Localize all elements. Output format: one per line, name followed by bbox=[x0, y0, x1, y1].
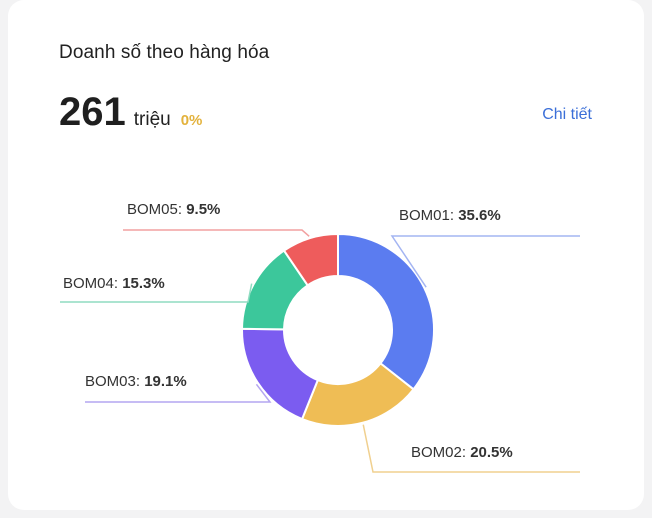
slice-label-category: BOM01: bbox=[399, 207, 458, 224]
slice-label-bom01: BOM01: 35.6% bbox=[399, 207, 501, 224]
slice-label-bom03: BOM03: 19.1% bbox=[85, 373, 187, 390]
slice-label-value: 9.5% bbox=[186, 201, 220, 218]
slice-label-value: 35.6% bbox=[458, 207, 501, 224]
slice-label-bom05: BOM05: 9.5% bbox=[127, 201, 220, 218]
slice-bom03[interactable] bbox=[241, 327, 320, 421]
slice-label-bom04: BOM04: 15.3% bbox=[63, 275, 165, 292]
slice-label-value: 15.3% bbox=[122, 275, 165, 292]
slice-label-value: 20.5% bbox=[470, 444, 513, 461]
slice-label-value: 19.1% bbox=[144, 373, 187, 390]
detail-link[interactable]: Chi tiết bbox=[542, 106, 592, 123]
kpi-unit: triệu bbox=[133, 109, 171, 130]
kpi-change-badge: 0% bbox=[180, 112, 203, 129]
slice-label-category: BOM04: bbox=[63, 275, 122, 292]
leader-line-bom01 bbox=[390, 235, 580, 288]
slice-label-bom02: BOM02: 20.5% bbox=[411, 444, 513, 461]
card-title: Doanh số theo hàng hóa bbox=[59, 42, 270, 63]
leader-line-bom05 bbox=[123, 229, 310, 237]
kpi-value: 261 bbox=[59, 90, 126, 134]
slice-label-category: BOM05: bbox=[127, 201, 186, 218]
kpi-summary: 261 triệu 0% bbox=[59, 92, 202, 132]
slice-label-category: BOM03: bbox=[85, 373, 144, 390]
slice-bom05[interactable] bbox=[282, 232, 339, 287]
slice-label-category: BOM02: bbox=[411, 444, 470, 461]
leader-line-bom04 bbox=[60, 283, 253, 303]
leader-line-bom03 bbox=[85, 383, 272, 403]
slice-bom01[interactable] bbox=[337, 232, 435, 391]
leader-line-bom02 bbox=[362, 424, 580, 473]
